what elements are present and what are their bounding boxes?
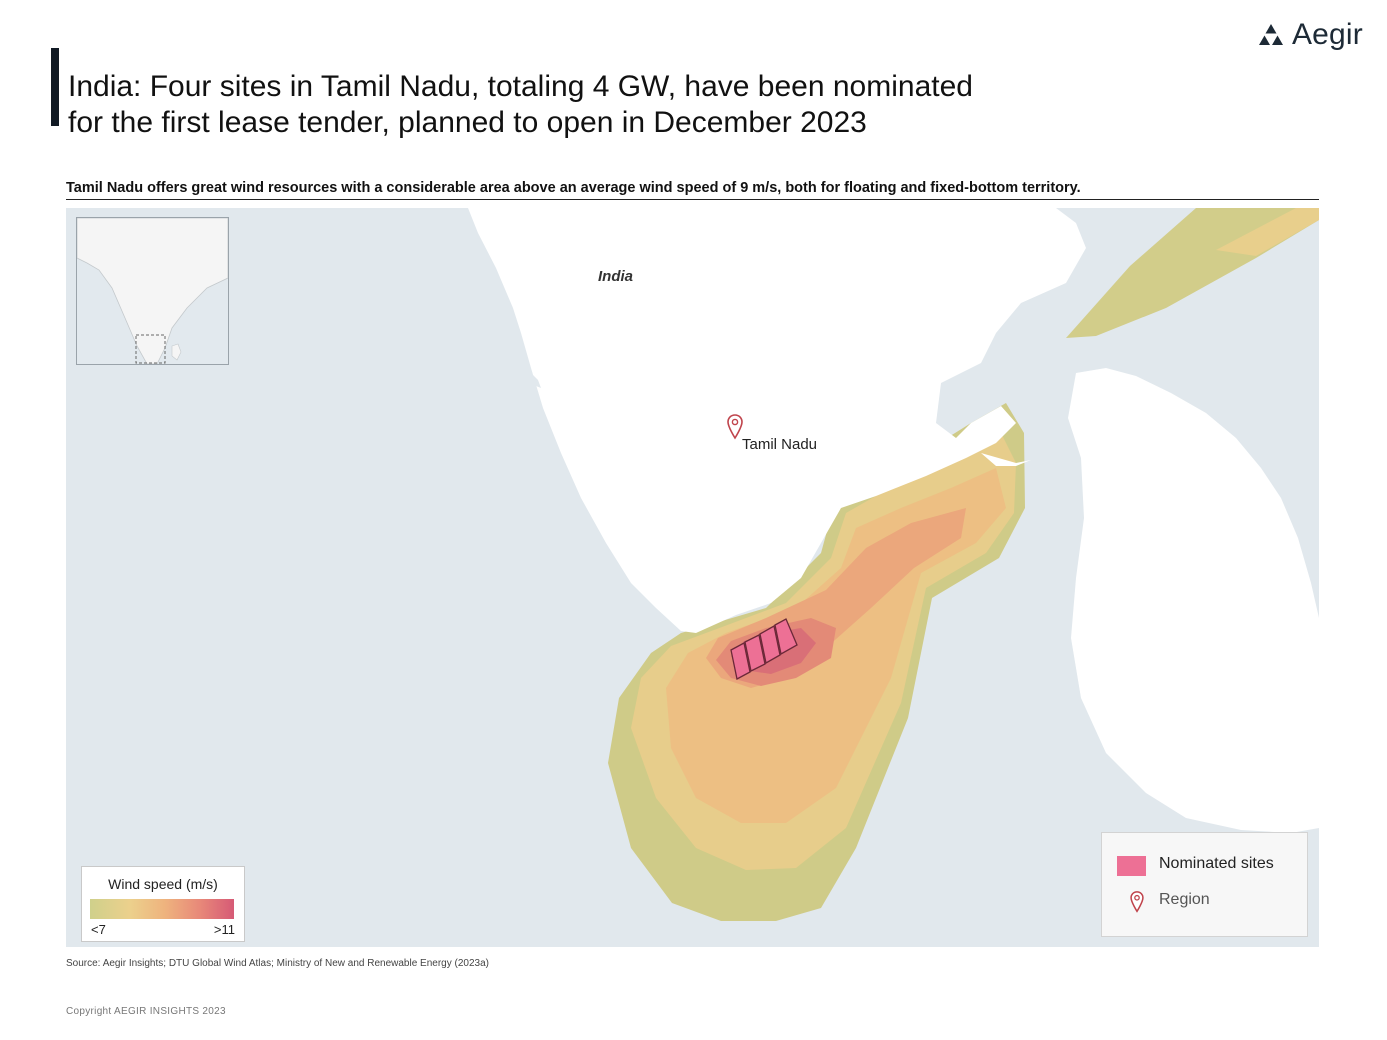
nominated-site-2	[744, 634, 766, 672]
page-title: India: Four sites in Tamil Nadu, totalin…	[68, 69, 973, 141]
sites-legend: Nominated sites Region	[1101, 832, 1308, 937]
inset-focus-box	[135, 334, 166, 364]
nominated-site-1	[730, 642, 751, 680]
mannar-shoal	[981, 453, 1031, 466]
inset-india-landmass	[77, 218, 228, 364]
nominated-sites-label: Nominated sites	[1159, 855, 1274, 872]
wind-speed-legend: Wind speed (m/s) <7 >11	[81, 866, 245, 942]
wind-legend-min: <7	[91, 922, 106, 937]
wind-speed-map	[66, 208, 1319, 947]
india-landmass	[468, 208, 1086, 633]
page-title-line-2: for the first lease tender, planned to o…	[68, 106, 867, 140]
nominated-site-4	[774, 618, 798, 656]
wind-gradient-bar	[90, 899, 234, 919]
country-label: India	[598, 268, 634, 285]
site-swatch	[1117, 856, 1146, 876]
wind-zone-northeast-inner	[1216, 208, 1319, 256]
region-legend-label: Region	[1159, 891, 1210, 908]
aegir-logo: Aegir	[1258, 18, 1363, 52]
triangles-logo-icon	[1258, 24, 1283, 45]
copyright-note: Copyright AEGIR INSIGHTS 2023	[66, 1006, 226, 1017]
source-note: Source: Aegir Insights; DTU Global Wind …	[66, 958, 489, 969]
nominated-site-3	[759, 624, 781, 665]
map-subtitle: Tamil Nadu offers great wind resources w…	[66, 180, 1081, 196]
lagoon	[531, 373, 541, 388]
logo-text: Aegir	[1291, 18, 1363, 51]
wind-legend-max: >11	[213, 922, 235, 937]
inset-sri-lanka	[171, 343, 182, 361]
wind-legend-title: Wind speed (m/s)	[108, 876, 218, 892]
page-title-line-1: India: Four sites in Tamil Nadu, totalin…	[68, 70, 973, 104]
region-pin-icon	[727, 414, 743, 440]
sri-lanka-landmass	[1068, 368, 1319, 833]
title-accent-bar	[51, 48, 59, 126]
map-pin-icon	[1130, 891, 1144, 913]
subtitle-divider	[66, 199, 1319, 200]
locator-inset-map	[76, 217, 229, 365]
region-label: Tamil Nadu	[742, 436, 818, 453]
